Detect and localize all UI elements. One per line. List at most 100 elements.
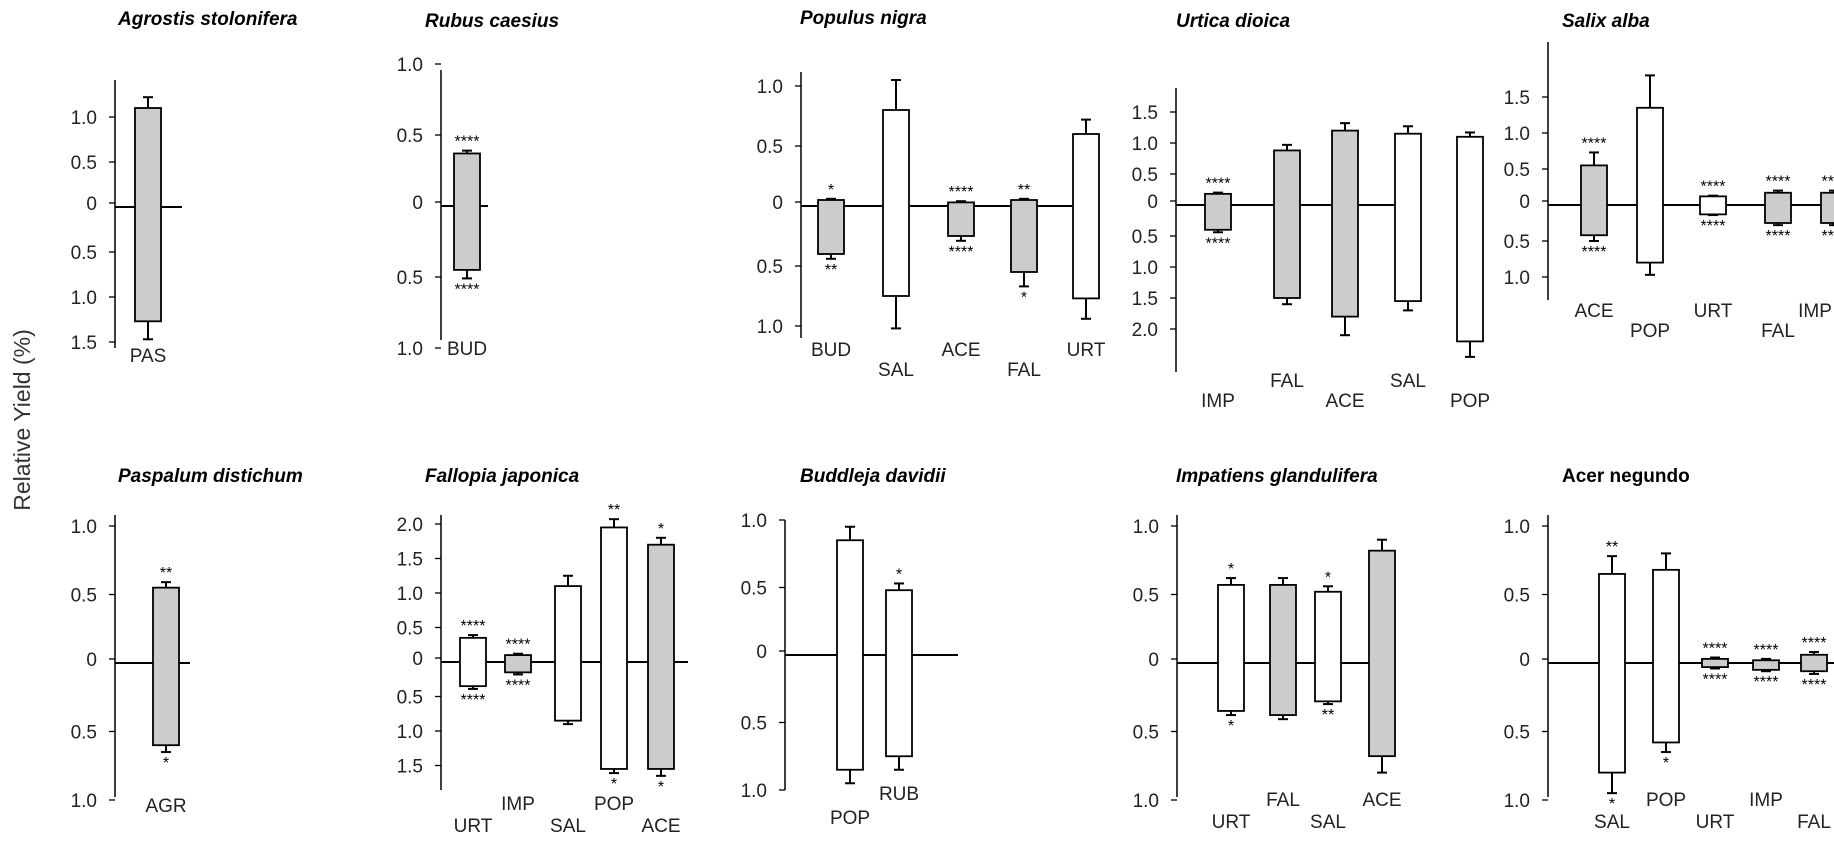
category-label: FAL (1761, 321, 1795, 342)
category-label: IMP (1201, 391, 1235, 412)
significance-marker: **** (1822, 174, 1834, 191)
category-label: URT (1212, 812, 1251, 833)
y-tick-label: 0 (1519, 192, 1530, 213)
significance-marker: ** (608, 502, 620, 519)
bar (554, 585, 582, 722)
significance-marker: ** (1322, 707, 1334, 724)
significance-marker: **** (1206, 176, 1231, 193)
bar (885, 589, 913, 758)
significance-marker: **** (1582, 135, 1607, 152)
panel-5: Salix alba 0.5 1.0 1.5 0.5 1.0 0 **** **** ACE POP… (1504, 11, 1834, 342)
panel-7: Fallopia japonica 0.5 1.0 1.5 2.0 0.5 1.0 1.5 0 *… (397, 466, 688, 837)
bar (836, 539, 864, 771)
significance-marker: **** (506, 637, 531, 654)
category-label: FAL (1270, 371, 1304, 392)
y-tick-label: 0 (412, 193, 423, 214)
y-tick-label: 1.0 (741, 781, 767, 802)
y-tick-label: 0.5 (741, 579, 767, 600)
bar (459, 636, 487, 688)
y-tick-label: 0.5 (71, 243, 97, 264)
category-label: FAL (1797, 812, 1831, 833)
panel-10: Acer negundo0.51.00.51.00***SAL*POP*****… (1504, 466, 1834, 833)
category-label: IMP (1798, 301, 1832, 322)
bar (1699, 195, 1727, 216)
significance-marker: **** (1754, 674, 1779, 691)
category-label: SAL (878, 360, 914, 381)
significance-marker: **** (461, 618, 486, 635)
y-tick-label: 0.5 (71, 586, 97, 607)
bar (504, 654, 532, 674)
significance-marker: * (1325, 569, 1331, 586)
bar (1580, 164, 1608, 237)
category-label: SAL (1310, 812, 1346, 833)
significance-marker: **** (461, 692, 486, 709)
y-tick-label: 1.0 (1132, 134, 1158, 155)
y-tick-label: 0.5 (397, 619, 423, 640)
bar (1010, 199, 1038, 273)
y-tick-label: 0 (86, 194, 97, 215)
significance-marker: **** (1703, 641, 1728, 658)
y-tick-label: 0.5 (1504, 586, 1530, 607)
significance-marker: ** (825, 262, 837, 279)
category-label: POP (1630, 321, 1670, 342)
y-tick-label: 1.5 (397, 550, 423, 571)
category-label: AGR (145, 796, 186, 817)
bar (1368, 549, 1396, 758)
y-tick-label: 0.5 (757, 257, 783, 278)
y-tick-label: 1.0 (397, 722, 423, 743)
category-label: URT (454, 816, 493, 837)
y-tick-label: 0.5 (1504, 232, 1530, 253)
category-label: POP (830, 808, 870, 829)
y-tick-label: 1.0 (757, 317, 783, 338)
bar (152, 586, 180, 747)
panel-title: Impatiens glandulifera (1176, 466, 1378, 487)
significance-marker: **** (455, 281, 480, 298)
y-tick-label: 1.5 (1504, 88, 1530, 109)
y-tick-label: 1.0 (1504, 124, 1530, 145)
panel-4: Urtica dioica 0.5 1.0 1.5 0.5 1.0 1.5 2.0 0 **** *… (1132, 11, 1490, 412)
y-tick-label: 0.5 (397, 688, 423, 709)
bar (1314, 590, 1342, 703)
category-label: SAL (550, 816, 586, 837)
y-tick-label: 1.0 (1504, 791, 1530, 812)
significance-marker: * (611, 776, 617, 793)
bar (1204, 192, 1232, 231)
panel-title: Acer negundo (1562, 466, 1690, 487)
significance-marker: * (1228, 561, 1234, 578)
significance-marker: * (1021, 289, 1027, 306)
category-label: ACE (1574, 301, 1613, 322)
y-tick-label: 1.0 (71, 517, 97, 538)
y-tick-label: 1.0 (71, 288, 97, 309)
category-label: POP (594, 794, 634, 815)
category-label: BUD (447, 339, 487, 360)
y-tick-label: 1.0 (1132, 258, 1158, 279)
category-label: URT (1694, 301, 1733, 322)
significance-marker: **** (1766, 174, 1791, 191)
bar (1701, 657, 1729, 669)
y-tick-label: 1.0 (741, 511, 767, 532)
significance-marker: **** (1822, 228, 1834, 245)
panel-8: Buddleja davidii 0.5 1.0 0.5 1.0 0 POP * RUB (741, 466, 958, 829)
bar (647, 543, 675, 770)
significance-marker: **** (1802, 677, 1827, 694)
bar (817, 199, 845, 255)
significance-marker: * (828, 182, 834, 199)
y-tick-label: 2.0 (397, 515, 423, 536)
bar (1652, 568, 1680, 744)
bar (1598, 573, 1626, 774)
panel-2: Rubus caesius 0.5 1.0 0.5 1.0 0 **** **** BUD (397, 11, 560, 360)
y-tick-label: 0.5 (1504, 723, 1530, 744)
bar (1800, 653, 1828, 673)
category-label: POP (1646, 790, 1686, 811)
y-tick-label: 0.5 (397, 268, 423, 289)
significance-marker: * (896, 566, 902, 583)
y-tick-label: 0 (86, 650, 97, 671)
y-tick-label: 1.5 (71, 333, 97, 354)
category-label: URT (1696, 812, 1735, 833)
panel-title: Populus nigra (800, 8, 927, 29)
bar (453, 152, 481, 271)
panel-1: Agrostis stolonifera 0.5 1.0 0.5 1.0 1.5 0 PAS (71, 9, 298, 367)
category-label: BUD (811, 340, 851, 361)
significance-marker: ** (1606, 539, 1618, 556)
